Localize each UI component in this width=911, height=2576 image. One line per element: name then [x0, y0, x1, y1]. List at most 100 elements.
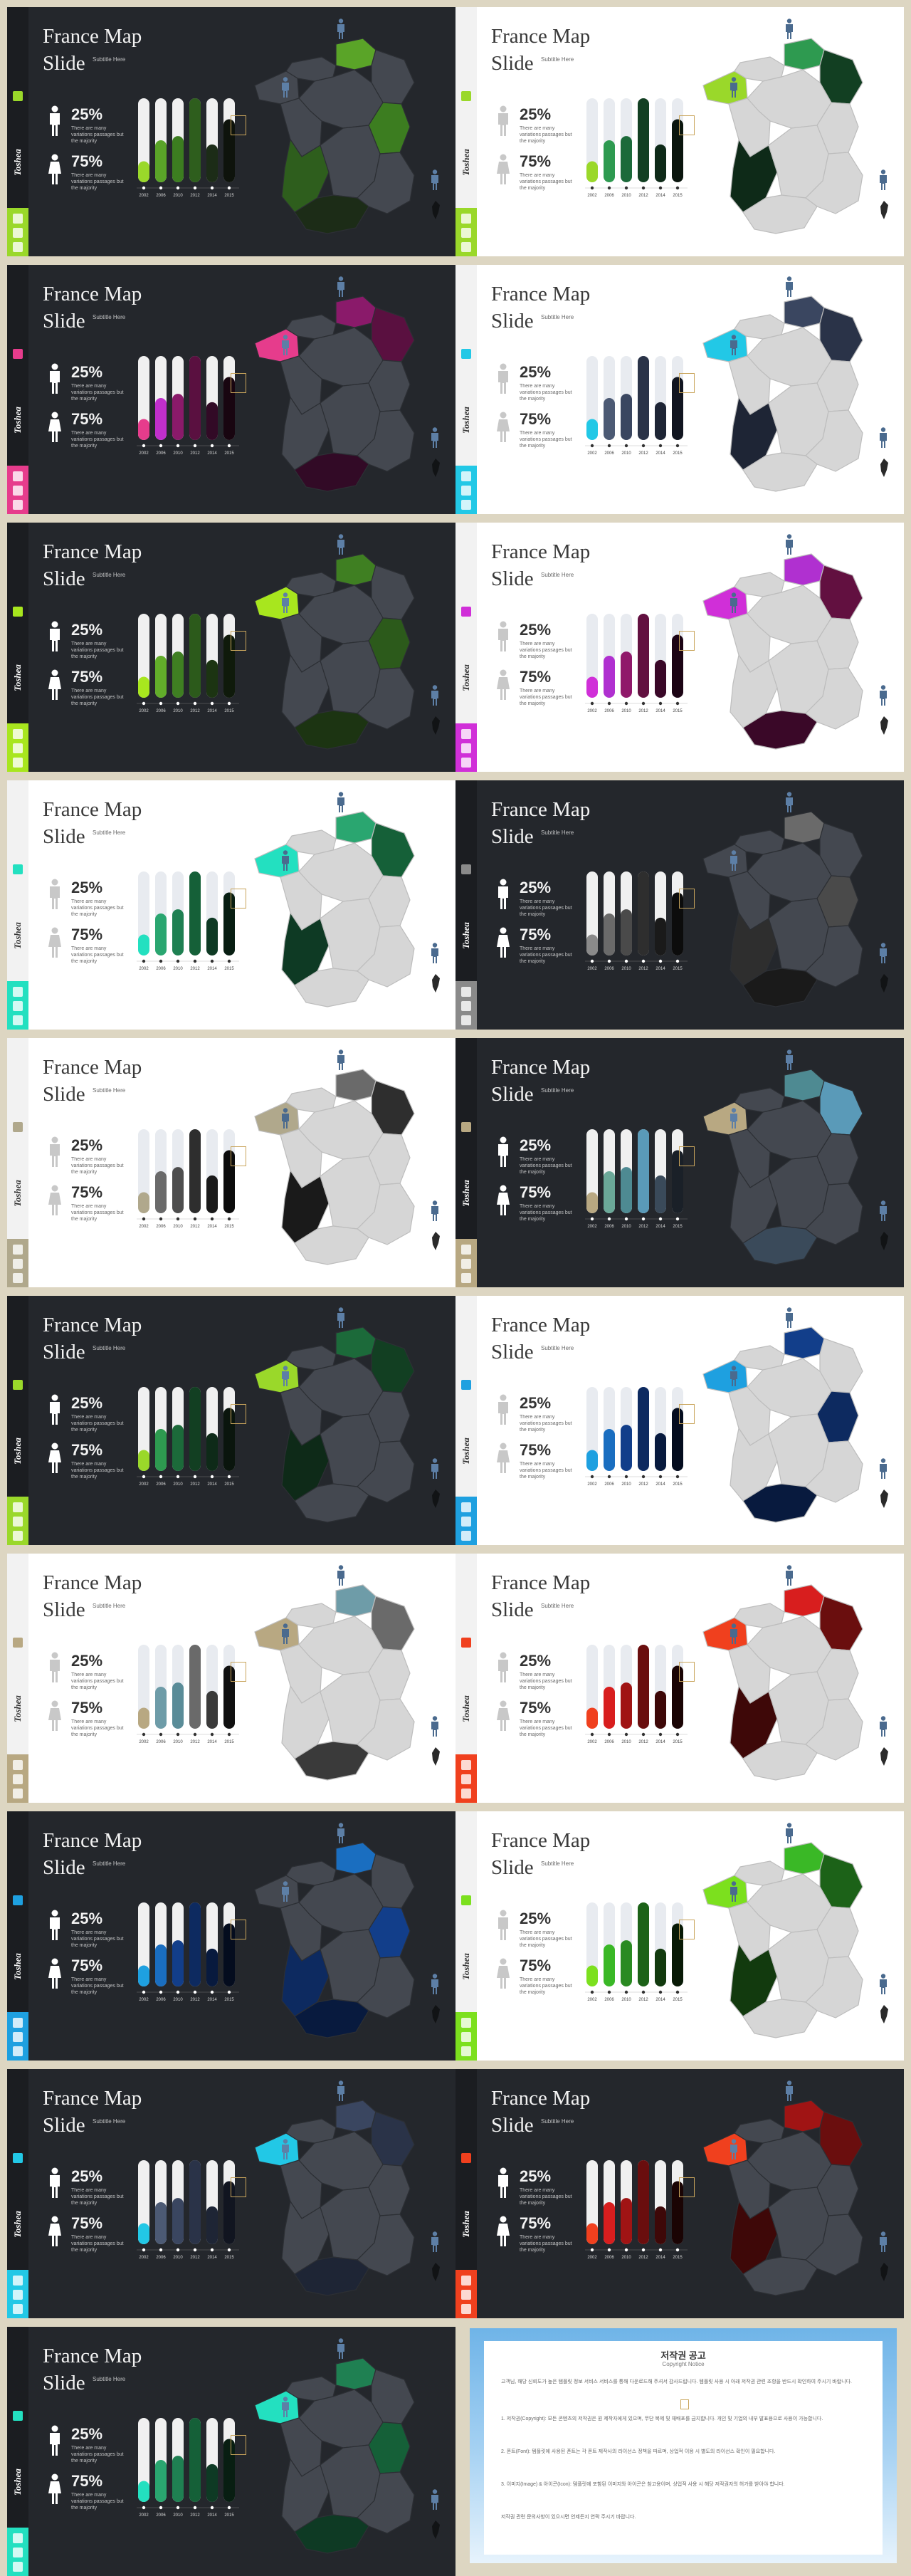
- twitter-icon[interactable]: [461, 2046, 471, 2056]
- map-person-marker-icon: [336, 2338, 346, 2360]
- bar-marker: [227, 1475, 231, 1479]
- year-tick-label: 2015: [673, 194, 683, 198]
- share-icon[interactable]: [461, 987, 471, 997]
- map-region-w: [702, 1359, 748, 1393]
- title-line-2: Slide: [491, 1598, 534, 1621]
- share-icon[interactable]: [461, 2276, 471, 2286]
- profile-icon[interactable]: [461, 1774, 471, 1784]
- note-line: the majority: [520, 2201, 546, 2206]
- twitter-icon[interactable]: [461, 1789, 471, 1799]
- social-bar: [456, 2012, 477, 2061]
- twitter-icon[interactable]: [13, 2562, 23, 2572]
- share-icon[interactable]: [461, 1245, 471, 1255]
- description-note: There are many variations passages but the…: [520, 383, 578, 402]
- twitter-icon[interactable]: [461, 1273, 471, 1283]
- corsica-island: [880, 459, 890, 477]
- description-note: There are many variations passages but the…: [71, 1156, 130, 1176]
- twitter-icon[interactable]: [13, 1273, 23, 1283]
- profile-icon[interactable]: [13, 743, 23, 753]
- share-icon[interactable]: [13, 2276, 23, 2286]
- profile-icon[interactable]: [13, 1001, 23, 1011]
- twitter-icon[interactable]: [13, 1015, 23, 1025]
- profile-icon[interactable]: [13, 2032, 23, 2042]
- share-icon[interactable]: [13, 987, 23, 997]
- bar-marker: [590, 1475, 594, 1479]
- twitter-icon[interactable]: [13, 758, 23, 768]
- twitter-icon[interactable]: [13, 1789, 23, 1799]
- profile-icon[interactable]: [13, 1774, 23, 1784]
- share-icon[interactable]: [461, 729, 471, 739]
- twitter-icon[interactable]: [13, 1531, 23, 1541]
- bar: [189, 98, 201, 182]
- share-icon[interactable]: [461, 214, 471, 224]
- share-icon[interactable]: [461, 1502, 471, 1512]
- profile-icon[interactable]: [13, 228, 23, 238]
- share-icon[interactable]: [13, 214, 23, 224]
- bar-chart: 2002 2006 2010 2012 2014 2015: [585, 1902, 688, 2002]
- share-icon[interactable]: [13, 1502, 23, 1512]
- title-line-1: France Map: [43, 540, 142, 563]
- title-line-1: France Map: [491, 1571, 591, 1594]
- twitter-icon[interactable]: [461, 500, 471, 510]
- side-panel: Toshea: [7, 2069, 28, 2318]
- profile-icon[interactable]: [13, 2548, 23, 2557]
- twitter-icon[interactable]: [13, 500, 23, 510]
- profile-icon[interactable]: [13, 2290, 23, 2300]
- share-icon[interactable]: [13, 1245, 23, 1255]
- bar: [655, 1690, 666, 1729]
- corsica-island: [431, 974, 441, 993]
- note-line: variations passages but: [520, 2241, 572, 2246]
- share-icon[interactable]: [13, 2018, 23, 2028]
- bar: [138, 2223, 149, 2244]
- bar: [638, 2160, 649, 2244]
- bar-marker: [142, 2506, 146, 2510]
- share-icon[interactable]: [461, 1760, 471, 1770]
- twitter-icon[interactable]: [461, 1015, 471, 1025]
- share-icon[interactable]: [461, 471, 471, 481]
- male-person-icon: [495, 1394, 511, 1425]
- share-icon[interactable]: [461, 2018, 471, 2028]
- note-line: There are many: [71, 1157, 107, 1162]
- profile-icon[interactable]: [461, 1517, 471, 1527]
- bar-marker: [210, 2506, 214, 2510]
- bar: [586, 419, 598, 440]
- note-line: variations passages but: [520, 179, 572, 184]
- twitter-icon[interactable]: [461, 1531, 471, 1541]
- profile-icon[interactable]: [461, 228, 471, 238]
- share-icon[interactable]: [13, 1760, 23, 1770]
- twitter-icon[interactable]: [461, 758, 471, 768]
- male-person-icon: [495, 1910, 511, 1941]
- map-region-w: [702, 586, 748, 620]
- profile-icon[interactable]: [13, 486, 23, 496]
- twitter-icon[interactable]: [13, 242, 23, 252]
- bar: [189, 356, 201, 440]
- corsica-island: [431, 1489, 441, 1508]
- side-panel: Toshea: [456, 2069, 477, 2318]
- share-icon[interactable]: [13, 729, 23, 739]
- year-tick-label: 2015: [673, 1740, 683, 1744]
- share-icon[interactable]: [13, 2533, 23, 2543]
- twitter-icon[interactable]: [13, 2046, 23, 2056]
- year-tick-label: 2010: [173, 2256, 183, 2260]
- share-icon[interactable]: [13, 471, 23, 481]
- social-bar: [7, 723, 28, 772]
- bar-marker: [675, 186, 680, 190]
- profile-icon[interactable]: [461, 1001, 471, 1011]
- map-region-se: [805, 1183, 863, 1245]
- twitter-icon[interactable]: [461, 2304, 471, 2314]
- year-tick-label: 2006: [156, 1740, 166, 1744]
- map-region-w: [254, 2390, 300, 2424]
- twitter-icon[interactable]: [13, 2304, 23, 2314]
- profile-icon[interactable]: [13, 1259, 23, 1269]
- profile-icon[interactable]: [13, 1517, 23, 1527]
- percentage-bottom: 75%: [520, 152, 552, 170]
- twitter-icon[interactable]: [461, 242, 471, 252]
- profile-icon[interactable]: [461, 1259, 471, 1269]
- profile-icon[interactable]: [461, 2032, 471, 2042]
- profile-icon[interactable]: [461, 743, 471, 753]
- bar: [604, 140, 615, 182]
- year-tick-label: 2015: [224, 1225, 234, 1229]
- year-tick-label: 2014: [655, 1998, 665, 2002]
- profile-icon[interactable]: [461, 2290, 471, 2300]
- profile-icon[interactable]: [461, 486, 471, 496]
